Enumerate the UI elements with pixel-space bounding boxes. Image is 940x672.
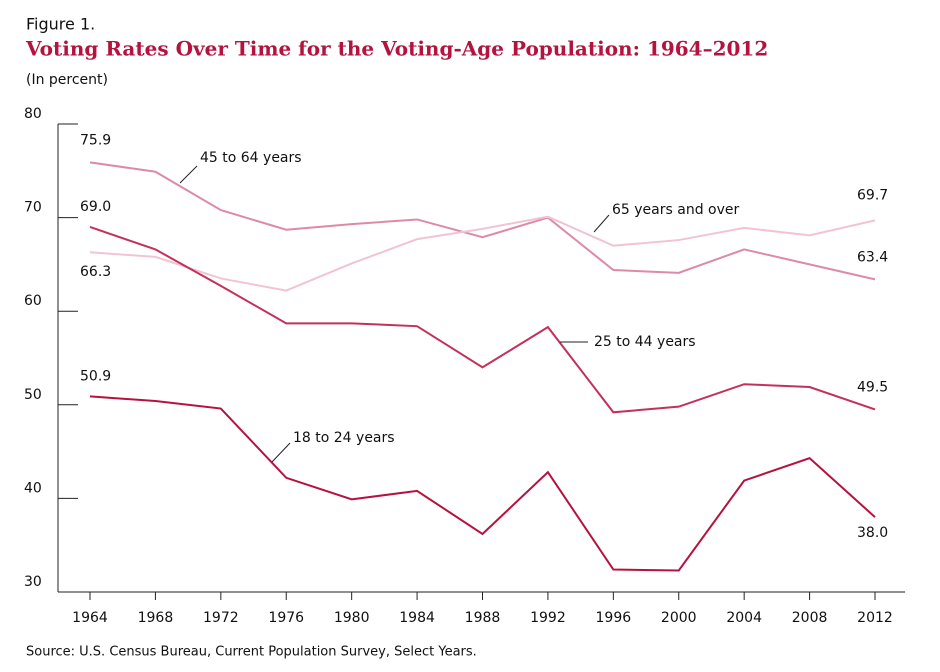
series-name: 18 to 24 years: [293, 430, 395, 446]
x-tick-label: 1988: [465, 610, 501, 626]
series-name: 45 to 64 years: [200, 150, 302, 166]
figure-label: Figure 1.: [26, 15, 95, 34]
series-line: [89, 215, 876, 292]
x-tick-label: 1972: [203, 610, 239, 626]
y-tick-label: 50: [24, 387, 42, 403]
x-tick-label: 1968: [138, 610, 174, 626]
series-name: 25 to 44 years: [594, 334, 696, 350]
series-line: [89, 395, 876, 572]
x-tick-label: 2000: [661, 610, 697, 626]
value-label: 75.9: [80, 132, 111, 148]
leader-line: [271, 442, 291, 463]
y-tick-label: 60: [24, 293, 42, 309]
value-label: 38.0: [857, 525, 888, 541]
x-tick-label: 1980: [334, 610, 370, 626]
value-label: 69.0: [80, 199, 111, 215]
leader-line: [593, 214, 610, 233]
series-line: [89, 226, 876, 414]
x-tick-label: 2012: [857, 610, 893, 626]
y-tick-label: 30: [24, 574, 42, 590]
subtitle: (In percent): [26, 72, 108, 88]
leader-line: [179, 165, 198, 184]
series-line: [89, 161, 876, 281]
y-tick-label: 80: [24, 106, 42, 122]
x-tick-label: 2004: [726, 610, 762, 626]
y-tick-label: 70: [24, 200, 42, 216]
x-tick-label: 1964: [72, 610, 108, 626]
x-tick-label: 2008: [792, 610, 828, 626]
value-label: 49.5: [857, 379, 888, 395]
chart-title: Voting Rates Over Time for the Voting-Ag…: [25, 37, 768, 61]
y-tick-label: 40: [24, 480, 42, 496]
x-tick-label: 1984: [399, 610, 435, 626]
value-label: 66.3: [80, 264, 111, 280]
x-tick-label: 1976: [268, 610, 304, 626]
source-note: Source: U.S. Census Bureau, Current Popu…: [26, 645, 477, 660]
value-label: 63.4: [857, 249, 888, 265]
value-label: 69.7: [857, 187, 888, 203]
x-tick-label: 1996: [596, 610, 632, 626]
x-tick-label: 1992: [530, 610, 566, 626]
value-label: 50.9: [80, 368, 111, 384]
series-name: 65 years and over: [612, 202, 739, 218]
